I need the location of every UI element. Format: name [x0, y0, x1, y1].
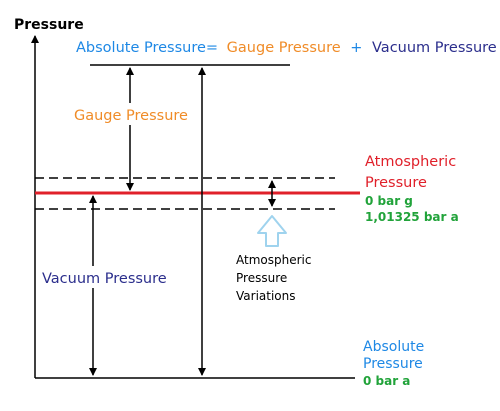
- gauge-pressure-label: Gauge Pressure: [74, 108, 188, 124]
- y-axis-label: Pressure: [14, 17, 84, 33]
- gauge-label-backdrop: [72, 103, 190, 125]
- variations-label-line3: Variations: [236, 289, 296, 303]
- absolute-label-line1: Absolute: [363, 339, 424, 355]
- absolute-bar-a-value: 0 bar a: [363, 374, 410, 388]
- variations-label-line2: Pressure: [236, 271, 287, 285]
- vacuum-label-backdrop: [40, 266, 170, 288]
- atmospheric-label-line1: Atmospheric: [365, 154, 456, 170]
- equation: Absolute Pressure= Gauge Pressure + Vacu…: [76, 40, 497, 56]
- equation-plus: +: [350, 40, 362, 56]
- atmospheric-label-line2: Pressure: [365, 175, 427, 191]
- variation-pointer-arrow-icon: [257, 215, 287, 247]
- equation-term-vacuum: Vacuum Pressure: [372, 40, 497, 56]
- absolute-label-line2: Pressure: [363, 356, 423, 372]
- variations-label-line1: Atmospheric: [236, 253, 311, 267]
- equation-term-gauge: Gauge Pressure: [227, 40, 341, 56]
- atmospheric-bar-g-value: 0 bar g: [365, 194, 413, 208]
- vacuum-pressure-label: Vacuum Pressure: [42, 271, 167, 287]
- atmospheric-bar-a-value: 1,01325 bar a: [365, 210, 459, 224]
- equation-lhs: Absolute Pressure=: [76, 40, 218, 56]
